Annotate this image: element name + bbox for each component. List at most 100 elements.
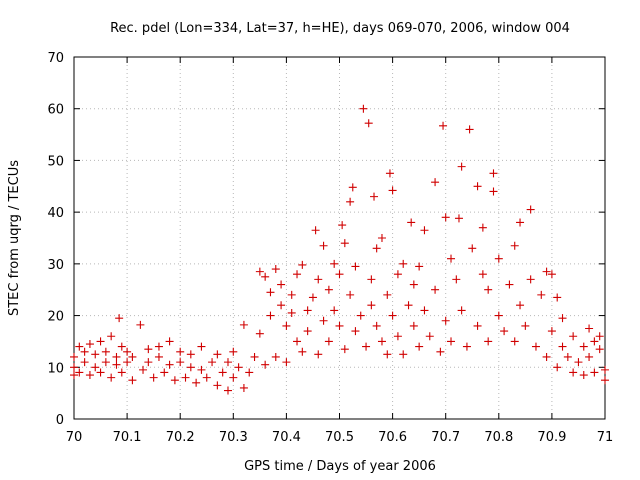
data-point bbox=[383, 350, 392, 359]
y-tick-label: 0 bbox=[56, 413, 64, 428]
data-point bbox=[579, 342, 588, 351]
data-point bbox=[154, 342, 163, 351]
x-axis-label: GPS time / Days of year 2006 bbox=[244, 459, 436, 474]
data-point bbox=[91, 363, 100, 372]
data-point bbox=[303, 306, 312, 315]
data-point bbox=[229, 373, 238, 382]
data-point bbox=[579, 371, 588, 380]
data-point bbox=[136, 320, 145, 329]
data-point bbox=[372, 244, 381, 253]
chart-title: Rec. pdel (Lon=334, Lat=37, h=HE), days … bbox=[110, 21, 570, 36]
data-point bbox=[478, 270, 487, 279]
data-point bbox=[516, 301, 525, 310]
data-point bbox=[553, 293, 562, 302]
data-point bbox=[186, 350, 195, 359]
data-point bbox=[468, 244, 477, 253]
y-axis-label: STEC from uqrg / TECUs bbox=[7, 160, 22, 316]
data-point bbox=[128, 376, 137, 385]
data-point bbox=[340, 345, 349, 354]
axis-ticks: 70 70.1 70.2 70.3 70.4 70.5 70.6 70.7 70.8 70.9 71… bbox=[47, 51, 613, 445]
x-tick-label: 70.3 bbox=[219, 430, 248, 445]
data-point bbox=[542, 352, 551, 361]
data-point bbox=[494, 254, 503, 263]
data-point bbox=[439, 121, 448, 130]
data-point bbox=[569, 332, 578, 341]
y-tick-label: 30 bbox=[47, 258, 64, 273]
data-point bbox=[388, 311, 397, 320]
data-point bbox=[372, 321, 381, 330]
data-point bbox=[96, 337, 105, 346]
data-point bbox=[537, 290, 546, 299]
data-point bbox=[404, 301, 413, 310]
data-point bbox=[218, 368, 227, 377]
data-point bbox=[454, 214, 463, 223]
data-point bbox=[399, 259, 408, 268]
data-point bbox=[330, 306, 339, 315]
data-point bbox=[202, 373, 211, 382]
data-point bbox=[601, 376, 609, 385]
data-point bbox=[595, 332, 604, 341]
data-point bbox=[409, 321, 418, 330]
x-tick-label: 70.1 bbox=[113, 430, 142, 445]
data-point bbox=[70, 371, 78, 380]
y-tick-label: 20 bbox=[47, 310, 64, 325]
y-tick-label: 70 bbox=[47, 51, 64, 66]
data-point bbox=[585, 324, 594, 333]
x-tick-label: 70.7 bbox=[431, 430, 460, 445]
data-point bbox=[314, 350, 323, 359]
data-point bbox=[558, 314, 567, 323]
data-point bbox=[123, 358, 132, 367]
data-point bbox=[595, 345, 604, 354]
data-point bbox=[239, 320, 248, 329]
data-point bbox=[510, 241, 519, 250]
data-point bbox=[277, 280, 286, 289]
data-point bbox=[70, 352, 78, 361]
data-point bbox=[85, 340, 94, 349]
data-point bbox=[457, 306, 466, 315]
data-point bbox=[399, 350, 408, 359]
data-point bbox=[359, 104, 368, 113]
data-point bbox=[261, 272, 270, 281]
data-point bbox=[385, 169, 394, 178]
x-tick-label: 70.2 bbox=[166, 430, 195, 445]
data-point bbox=[447, 337, 456, 346]
data-point bbox=[351, 262, 360, 271]
data-point bbox=[311, 226, 320, 235]
data-point bbox=[298, 260, 307, 269]
data-point bbox=[356, 311, 365, 320]
data-point bbox=[569, 368, 578, 377]
x-tick-label: 71 bbox=[597, 430, 614, 445]
data-point bbox=[489, 187, 498, 196]
data-point bbox=[213, 350, 222, 359]
data-point bbox=[377, 337, 386, 346]
data-point bbox=[165, 337, 174, 346]
data-point bbox=[223, 386, 232, 395]
data-point bbox=[590, 368, 599, 377]
data-point bbox=[255, 329, 264, 338]
data-point bbox=[250, 352, 259, 361]
data-point bbox=[547, 327, 556, 336]
data-point bbox=[160, 368, 169, 377]
data-point bbox=[415, 342, 424, 351]
data-point bbox=[500, 327, 509, 336]
data-point bbox=[441, 213, 450, 222]
data-point bbox=[282, 321, 291, 330]
data-point bbox=[425, 332, 434, 341]
data-point bbox=[324, 337, 333, 346]
data-point bbox=[271, 265, 280, 274]
data-point bbox=[234, 363, 243, 372]
data-point bbox=[107, 332, 116, 341]
data-point bbox=[70, 363, 78, 372]
data-point bbox=[80, 347, 89, 356]
data-point bbox=[489, 169, 498, 178]
data-point bbox=[526, 205, 535, 214]
data-point bbox=[91, 350, 100, 359]
data-point bbox=[101, 358, 110, 367]
data-point bbox=[409, 280, 418, 289]
x-tick-label: 70 bbox=[66, 430, 83, 445]
data-point bbox=[362, 342, 371, 351]
data-point bbox=[308, 293, 317, 302]
data-point bbox=[346, 290, 355, 299]
data-point bbox=[346, 197, 355, 206]
